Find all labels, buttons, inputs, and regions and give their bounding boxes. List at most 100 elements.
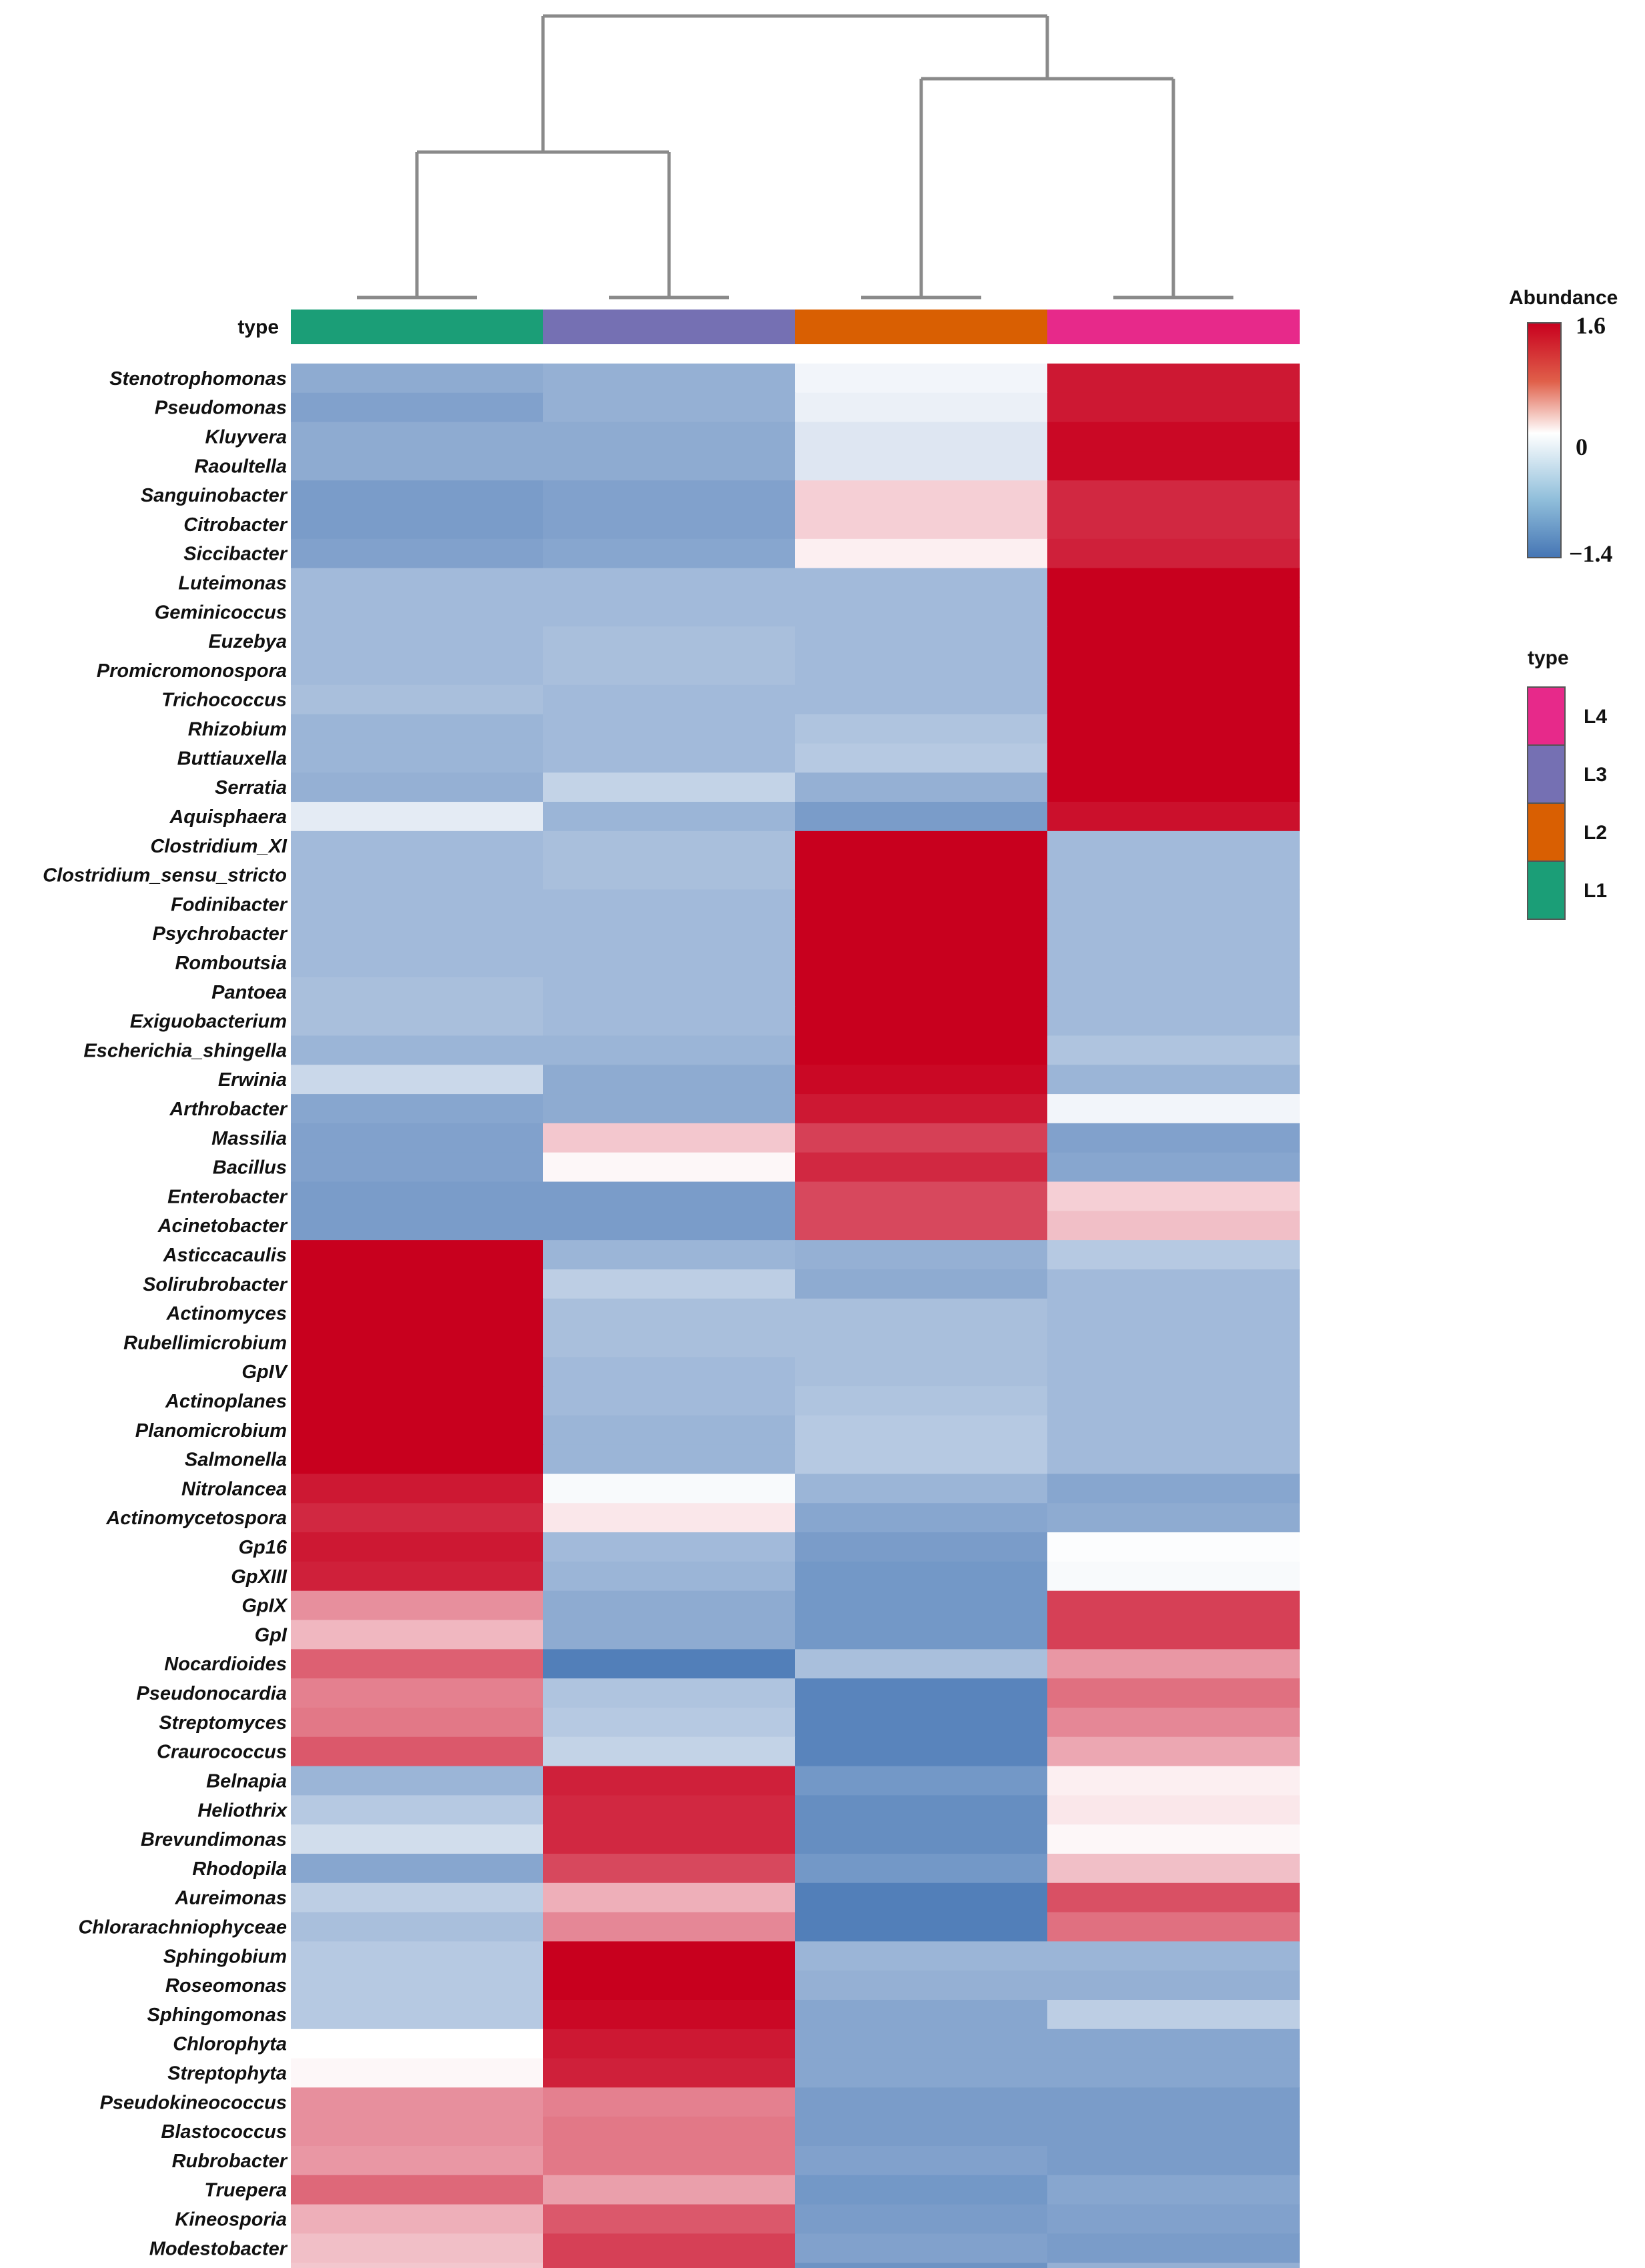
heatmap-cell [543, 802, 796, 832]
row-label: Bacillus [213, 1157, 287, 1179]
heatmap-cell [795, 1970, 1048, 2001]
type-legend-swatch [1527, 861, 1566, 920]
heatmap-cell [795, 1006, 1048, 1037]
heatmap-cell [795, 1736, 1048, 1767]
heatmap-cell [291, 1532, 544, 1562]
heatmap-cell [795, 1649, 1048, 1679]
heatmap-cell [543, 1649, 796, 1679]
heatmap-cell [291, 1094, 544, 1124]
heatmap-cell [1047, 2204, 1300, 2234]
heatmap-cell [1047, 597, 1300, 627]
type-row-label: type [237, 316, 279, 338]
heatmap-cell [795, 1065, 1048, 1095]
heatmap-cell [291, 1503, 544, 1533]
heatmap-cell [795, 1941, 1048, 1971]
heatmap-cell [795, 1123, 1048, 1153]
heatmap-cell [291, 451, 544, 481]
heatmap-cell [795, 772, 1048, 802]
heatmap-cell [291, 422, 544, 452]
heatmap-cell [291, 568, 544, 598]
heatmap-cell [543, 830, 796, 861]
heatmap-cell [795, 1532, 1048, 1562]
heatmap-cell [1047, 1006, 1300, 1037]
heatmap-cell [543, 1386, 796, 1416]
heatmap-cell [795, 1912, 1048, 1942]
heatmap-cell [1047, 1561, 1300, 1592]
row-label: Rhodopila [192, 1858, 287, 1880]
heatmap-cell [543, 948, 796, 978]
heatmap-cell [543, 597, 796, 627]
heatmap-cell [543, 451, 796, 481]
heatmap-cell [1047, 364, 1300, 394]
heatmap-cell [291, 538, 544, 569]
row-label: Sphingobium [163, 1946, 287, 1967]
row-label: Erwinia [218, 1069, 287, 1091]
heatmap-cell [795, 1181, 1048, 1211]
heatmap-cell [1047, 2058, 1300, 2088]
heatmap-cell [1047, 1386, 1300, 1416]
row-labels: Stenotrophomonas Pseudomonas Kluyvera Raoul… [43, 368, 288, 2268]
heatmap-cell [543, 1327, 796, 1357]
heatmap-cell [543, 1795, 796, 1825]
row-label: Geminicoccus [155, 602, 287, 623]
heatmap-cell [543, 510, 796, 540]
row-label: Enterobacter [167, 1186, 288, 1207]
heatmap-cell [795, 1211, 1048, 1241]
heatmap-cell [543, 1211, 796, 1241]
heatmap-cell [543, 480, 796, 510]
heatmap-cell [543, 2117, 796, 2147]
heatmap-cell [1047, 1941, 1300, 1971]
heatmap-cell [291, 1006, 544, 1037]
heatmap-cell [291, 597, 544, 627]
heatmap-cell [795, 1094, 1048, 1124]
row-label: Belnapia [206, 1770, 287, 1792]
heatmap-cell [291, 2204, 544, 2234]
heatmap-cell [543, 1824, 796, 1854]
heatmap-cell [543, 568, 796, 598]
heatmap-cell [543, 1941, 796, 1971]
heatmap-cell [543, 1678, 796, 1708]
heatmap-cell [291, 889, 544, 919]
heatmap-cell [543, 1094, 796, 1124]
heatmap-cell [1047, 1474, 1300, 1504]
heatmap-cell [291, 480, 544, 510]
heatmap-cell [543, 977, 796, 1007]
heatmap-cell [543, 1065, 796, 1095]
row-label: Kluyvera [205, 427, 287, 448]
heatmap-cell [1047, 422, 1300, 452]
heatmap-cell [543, 538, 796, 569]
heatmap-cell [543, 1503, 796, 1533]
row-label: Pseudokineococcus [100, 2092, 287, 2113]
heatmap-cell [543, 684, 796, 715]
heatmap-cell [1047, 830, 1300, 861]
heatmap-cell [1047, 1707, 1300, 1738]
heatmap-cell [291, 1386, 544, 1416]
heatmap-cell [1047, 1298, 1300, 1329]
row-label: Rubellimicrobium [123, 1332, 287, 1353]
heatmap-cell [291, 919, 544, 949]
heatmap-cell [543, 889, 796, 919]
heatmap-cell [795, 1620, 1048, 1650]
row-label: Rhizobium [188, 719, 287, 740]
row-label: Sphingomonas [147, 2005, 287, 2026]
row-label: Streptophyta [167, 2063, 287, 2084]
heatmap-cell [543, 1006, 796, 1037]
heatmap-cell [1047, 2175, 1300, 2205]
heatmap-cell [795, 1853, 1048, 1884]
heatmap-cell [291, 1123, 544, 1153]
heatmap-cell [1047, 1152, 1300, 1183]
heatmap-cell [795, 2263, 1048, 2268]
heatmap-cell [1047, 480, 1300, 510]
heatmap-cell [291, 1649, 544, 1679]
row-label: Aquisphaera [169, 806, 287, 828]
heatmap-cell [1047, 1795, 1300, 1825]
heatmap-cell [543, 1035, 796, 1065]
heatmap-cell [543, 1532, 796, 1562]
heatmap-cell [543, 364, 796, 394]
abundance-color-bar [1527, 322, 1562, 558]
heatmap-cell [795, 422, 1048, 452]
heatmap-cell [543, 743, 796, 773]
heatmap-cell [1047, 626, 1300, 656]
abundance-legend: Abundance 1.6 0 −1.4 [1509, 287, 1618, 567]
heatmap-cell [1047, 2145, 1300, 2176]
